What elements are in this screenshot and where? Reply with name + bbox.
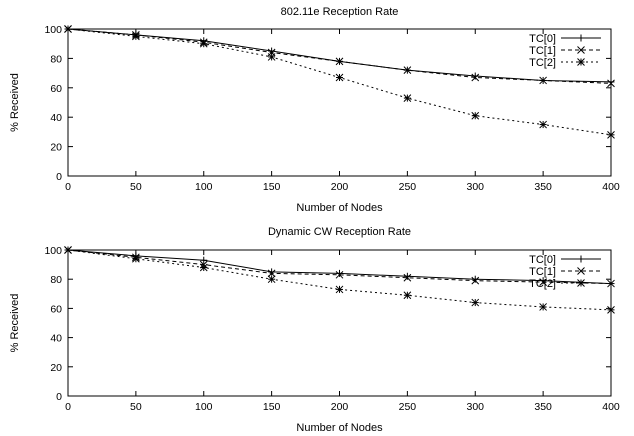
y-tick-label: 100 [44,24,62,36]
data-point [268,47,276,55]
data-point [268,268,276,276]
data-point [132,32,140,41]
x-tick-label: 150 [263,401,281,413]
legend-label: TC[1] [529,45,556,57]
y-tick-label: 20 [50,142,62,154]
legend-label: TC[0] [529,33,556,45]
legend-label: TC[2] [529,57,556,69]
data-point [335,57,344,66]
legend-marker [577,58,585,66]
data-point [336,269,343,277]
x-axis-label: Number of Nodes [296,422,383,434]
y-tick-label: 40 [50,112,62,124]
legend-marker [577,255,585,263]
data-point [471,298,480,307]
x-tick-label: 150 [263,181,281,193]
x-tick-label: 0 [65,401,71,413]
data-point [471,276,480,285]
x-tick-label: 200 [331,401,349,413]
data-point [64,25,72,33]
x-tick-label: 200 [331,181,349,193]
y-tick-label: 100 [44,245,62,257]
data-point [64,246,72,254]
y-tick-label: 80 [50,53,62,65]
legend: TC[0]TC[1]TC[2] [529,254,601,290]
data-point [199,39,208,48]
y-tick-label: 60 [50,303,62,315]
data-point [403,94,412,102]
x-tick-label: 100 [195,401,213,413]
y-tick-label: 0 [56,171,62,183]
x-tick-label: 0 [65,181,71,193]
data-point [403,66,412,75]
data-point [267,269,276,278]
data-point [199,263,208,272]
x-tick-label: 300 [466,401,484,413]
x-tick-label: 50 [130,181,142,193]
data-point [607,79,615,88]
data-point [539,120,547,129]
legend-marker [577,267,585,275]
data-point [607,78,615,86]
data-point [335,270,344,279]
y-tick-label: 60 [50,83,62,95]
y-tick-label: 40 [50,333,62,345]
x-tick-label: 100 [195,181,213,193]
data-point [403,291,412,300]
y-tick-label: 20 [50,362,62,374]
data-point [539,278,547,286]
data-point [539,76,547,85]
x-tick-label: 350 [534,401,552,413]
x-tick-label: 400 [602,401,620,413]
data-point [471,72,479,80]
legend-label: TC[0] [529,254,556,266]
legend-label: TC[2] [529,278,556,290]
series-line-TC[2] [67,249,612,311]
y-axis-label: % Received [9,294,21,353]
data-point [607,306,615,314]
legend-marker [577,34,585,42]
y-tick-label: 0 [56,391,62,403]
data-point [335,285,344,294]
x-tick-label: 50 [130,401,142,413]
data-point [267,53,276,61]
data-point [335,73,344,82]
data-point [471,111,480,120]
legend-label: TC[1] [529,266,556,278]
series-line-TC[1] [67,249,612,285]
legend: TC[0]TC[1]TC[2] [529,33,601,69]
x-axis-label: Number of Nodes [296,202,383,214]
data-point [607,279,615,288]
y-axis-label: % Received [9,73,21,132]
data-point [607,130,615,139]
x-tick-label: 350 [534,181,552,193]
x-tick-label: 250 [399,401,417,413]
x-tick-label: 300 [466,181,484,193]
data-point [403,273,412,282]
data-point [471,73,480,82]
chart-title: 802.11e Reception Rate [281,6,399,18]
legend-marker [577,279,585,287]
chart-title: Dynamic CW Reception Rate [268,226,411,238]
x-tick-label: 400 [602,181,620,193]
legend-marker [577,46,585,54]
x-tick-label: 250 [399,181,417,193]
data-point [403,272,411,280]
data-point [539,303,547,311]
data-point [132,254,140,263]
data-point [539,277,547,285]
data-point [471,275,479,283]
data-point [200,256,208,264]
data-point [267,275,276,284]
y-tick-label: 80 [50,274,62,286]
